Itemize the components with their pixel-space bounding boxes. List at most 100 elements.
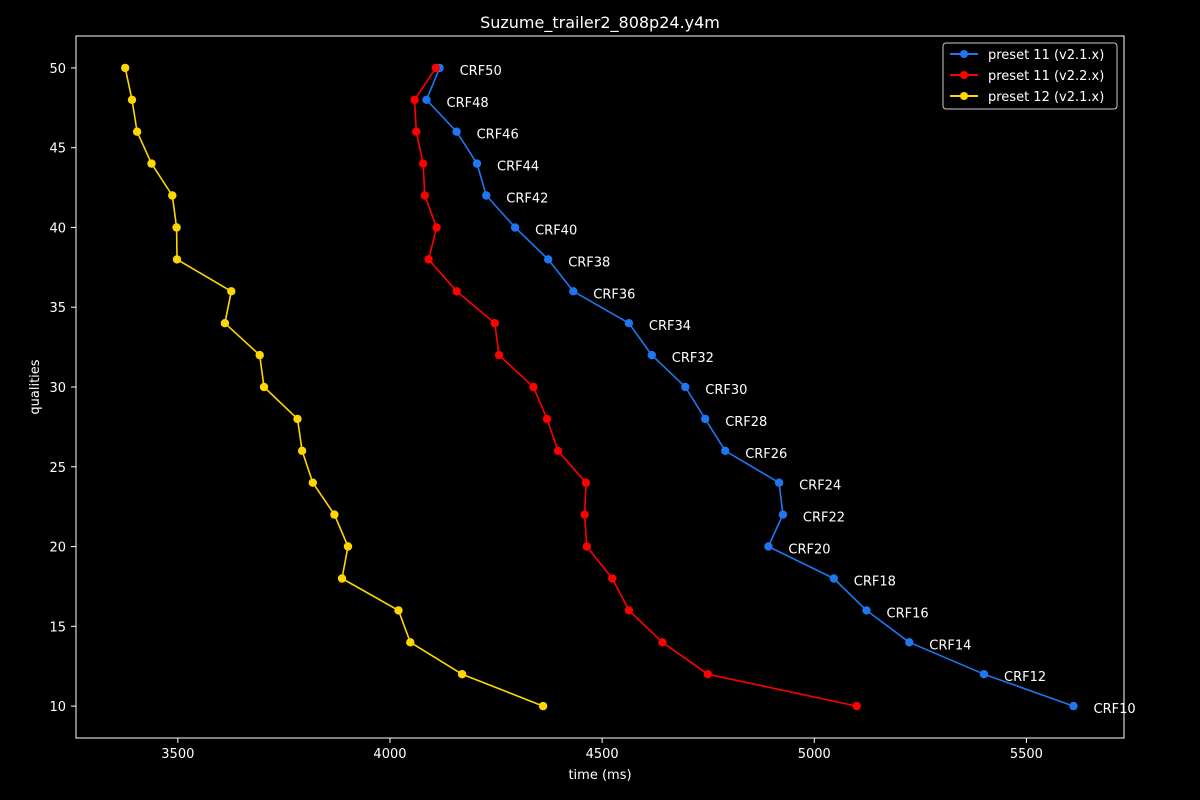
series-2-point-3 xyxy=(147,159,156,168)
series-2-point-2 xyxy=(132,127,142,136)
x-axis: 3500 4000 4500 5000 5500 xyxy=(161,738,1043,762)
point-label-14: CRF22 xyxy=(803,511,845,526)
point-label-11: CRF28 xyxy=(725,415,767,430)
series-0-point-6 xyxy=(544,255,553,264)
series-2-point-17 xyxy=(394,606,403,615)
series-0-point-12 xyxy=(721,446,730,455)
series-2-point-16 xyxy=(337,574,347,583)
series-0 xyxy=(422,63,1078,711)
series-1-point-3 xyxy=(418,159,428,168)
series-1-point-17 xyxy=(624,606,634,615)
series-1-point-1 xyxy=(410,95,419,105)
y-tick-label-4: 30 xyxy=(49,381,66,396)
series-0-point-17 xyxy=(862,606,871,615)
y-tick-label-2: 20 xyxy=(49,541,66,556)
series-1-point-18 xyxy=(658,638,667,647)
series-0-point-7 xyxy=(569,287,578,296)
series-1-point-8 xyxy=(490,319,499,328)
legend-marker-1 xyxy=(960,71,968,79)
series-2-point-4 xyxy=(168,191,177,200)
point-label-15: CRF20 xyxy=(788,543,830,558)
x-axis-label: time (ms) xyxy=(568,768,631,783)
series-2-point-14 xyxy=(330,510,339,519)
point-label-20: CRF10 xyxy=(1094,702,1136,717)
y-tick-label-0: 10 xyxy=(49,700,66,715)
series-2-point-18 xyxy=(406,638,415,647)
series-0-point-10 xyxy=(681,382,690,392)
series-2-point-11 xyxy=(293,414,302,424)
series-0-point-5 xyxy=(510,223,520,232)
series-2-point-1 xyxy=(127,95,137,105)
point-label-1: CRF48 xyxy=(447,96,489,111)
series-2-point-15 xyxy=(343,542,353,551)
series-1-point-19 xyxy=(703,670,712,679)
series-1-point-0 xyxy=(431,63,440,73)
x-tick-label-2: 4500 xyxy=(586,747,619,762)
series-1-point-4 xyxy=(420,191,429,200)
point-label-10: CRF30 xyxy=(705,383,747,398)
series-1-point-20 xyxy=(852,701,861,711)
y-tick-label-7: 45 xyxy=(49,142,66,157)
series-2 xyxy=(121,63,548,711)
series-0-point-19 xyxy=(979,670,989,679)
point-label-8: CRF34 xyxy=(649,319,691,334)
series-1-point-15 xyxy=(582,542,591,551)
legend: preset 11 (v2.1.x) preset 11 (v2.2.x) pr… xyxy=(942,42,1118,110)
x-tick-label-1: 4000 xyxy=(373,747,406,762)
legend-label-2: preset 12 (v2.1.x) xyxy=(988,90,1104,105)
series-0-point-15 xyxy=(764,542,773,551)
y-tick-label-6: 40 xyxy=(49,221,66,236)
point-label-0: CRF50 xyxy=(460,64,502,79)
point-label-5: CRF40 xyxy=(535,224,577,239)
series-1-point-13 xyxy=(581,478,591,487)
series-1-point-12 xyxy=(553,446,563,455)
series-2-point-5 xyxy=(172,223,181,232)
x-tick-label-4: 5500 xyxy=(1010,747,1043,762)
series-0-point-1 xyxy=(422,95,431,105)
series-0-point-8 xyxy=(624,319,634,328)
series-1-point-11 xyxy=(542,414,552,424)
series-2-point-6 xyxy=(172,255,182,264)
series-2-point-12 xyxy=(297,446,307,455)
series-2-point-7 xyxy=(227,287,236,296)
series-0-point-4 xyxy=(482,191,491,200)
series-1-point-7 xyxy=(452,287,461,296)
legend-label-0: preset 11 (v2.1.x) xyxy=(988,48,1104,63)
series-2-point-10 xyxy=(259,382,269,392)
point-label-16: CRF18 xyxy=(854,575,896,590)
series-0-point-18 xyxy=(905,638,914,647)
y-tick-label-5: 35 xyxy=(49,301,66,316)
point-label-9: CRF32 xyxy=(672,351,714,366)
y-tick-label-8: 50 xyxy=(49,62,66,77)
point-label-7: CRF36 xyxy=(593,287,635,302)
series-2-point-9 xyxy=(255,350,264,360)
series-0-point-16 xyxy=(829,574,838,583)
point-label-19: CRF12 xyxy=(1004,670,1046,685)
y-tick-label-3: 25 xyxy=(49,461,66,476)
point-label-2: CRF46 xyxy=(477,128,519,143)
series-0-point-11 xyxy=(701,414,710,424)
point-label-4: CRF42 xyxy=(506,192,548,207)
series-0-point-13 xyxy=(774,478,784,487)
y-axis: 10 15 20 25 30 35 40 45 50 xyxy=(49,62,76,715)
series-2-point-19 xyxy=(457,670,467,679)
x-tick-label-3: 5000 xyxy=(798,747,831,762)
series-1-point-6 xyxy=(424,255,433,264)
legend-marker-0 xyxy=(960,50,968,58)
series-1-point-2 xyxy=(412,127,421,136)
legend-box xyxy=(942,42,1118,110)
series-2-point-13 xyxy=(308,478,317,487)
series-2-point-0 xyxy=(121,63,130,73)
series-1-point-16 xyxy=(608,574,617,583)
point-label-12: CRF26 xyxy=(745,447,787,462)
series-0-point-9 xyxy=(647,350,656,360)
series-0-point-2 xyxy=(452,127,461,136)
point-label-3: CRF44 xyxy=(497,160,539,175)
point-label-17: CRF16 xyxy=(887,606,929,621)
legend-marker-2 xyxy=(960,92,968,100)
series-0-point-20 xyxy=(1069,701,1078,711)
chart-title: Suzume_trailer2_808p24.y4m xyxy=(480,13,720,33)
point-label-6: CRF38 xyxy=(568,255,610,270)
